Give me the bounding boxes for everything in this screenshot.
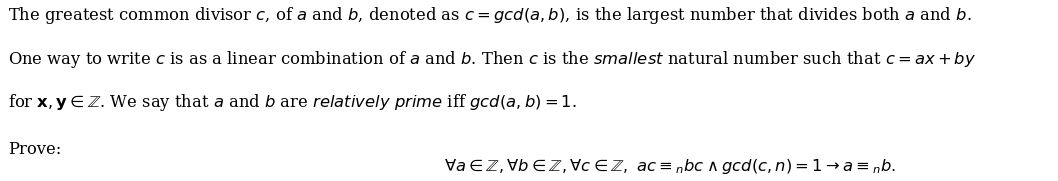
Text: One way to write $c$ is as a linear combination of $a$ and $b$. Then $c$ is the : One way to write $c$ is as a linear comb… — [8, 49, 977, 70]
Text: Prove:: Prove: — [8, 141, 61, 158]
Text: The greatest common divisor $c$, of $a$ and $b$, denoted as $c = gcd(a, b)$, is : The greatest common divisor $c$, of $a$ … — [8, 5, 972, 26]
Text: for $\mathbf{x}, \mathbf{y} \in \mathbb{Z}$. We say that $a$ and $b$ are $\mathi: for $\mathbf{x}, \mathbf{y} \in \mathbb{… — [8, 92, 578, 113]
Text: $\forall a \in \mathbb{Z}, \forall b \in \mathbb{Z}, \forall c \in \mathbb{Z},\ : $\forall a \in \mathbb{Z}, \forall b \in… — [444, 157, 896, 176]
